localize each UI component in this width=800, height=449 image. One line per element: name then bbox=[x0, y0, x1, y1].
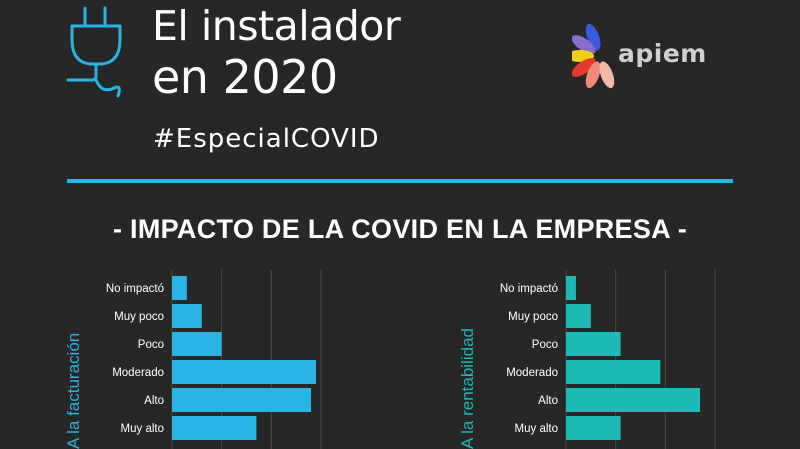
category-label: Poco bbox=[532, 339, 558, 351]
bar bbox=[172, 388, 312, 412]
category-label: Alto bbox=[144, 395, 164, 407]
page-title-line-1: El instalador bbox=[152, 2, 401, 50]
plug-icon bbox=[66, 6, 122, 98]
chart-rentabilidad: A la rentabilidad No impactó Muy poco Poco M… bbox=[458, 270, 716, 449]
logo-text: apiem bbox=[618, 39, 707, 68]
category-label: No impactó bbox=[106, 283, 164, 295]
bar bbox=[172, 332, 222, 356]
divider-line bbox=[67, 179, 733, 183]
chart-facturacion: A la facturación No impactó Muy poco Poco Mo… bbox=[64, 270, 322, 449]
category-label: Moderado bbox=[112, 367, 164, 379]
axis-label: A la rentabilidad bbox=[458, 328, 477, 449]
bar bbox=[172, 360, 316, 384]
category-label: Moderado bbox=[506, 367, 558, 379]
category-label: Muy poco bbox=[114, 311, 164, 323]
bar bbox=[566, 276, 576, 300]
bar bbox=[172, 416, 257, 440]
bar bbox=[566, 360, 661, 384]
bar bbox=[172, 276, 187, 300]
section-title: - IMPACTO DE LA COVID EN LA EMPRESA - bbox=[112, 214, 688, 244]
category-label: No impactó bbox=[500, 283, 558, 295]
category-label: Alto bbox=[538, 395, 558, 407]
hashtag-text: #EspecialCOVID bbox=[153, 124, 380, 154]
axis-label: A la facturación bbox=[64, 333, 83, 449]
category-label: Muy alto bbox=[121, 423, 164, 435]
bar bbox=[566, 416, 621, 440]
bar bbox=[566, 304, 591, 328]
category-label: Muy poco bbox=[508, 311, 558, 323]
bar bbox=[566, 388, 701, 412]
bar bbox=[566, 332, 621, 356]
bar bbox=[172, 304, 202, 328]
page-title-line-2: en 2020 bbox=[152, 50, 338, 104]
apiem-logo bbox=[572, 23, 615, 89]
category-label: Poco bbox=[138, 339, 164, 351]
category-label: Muy alto bbox=[515, 423, 558, 435]
